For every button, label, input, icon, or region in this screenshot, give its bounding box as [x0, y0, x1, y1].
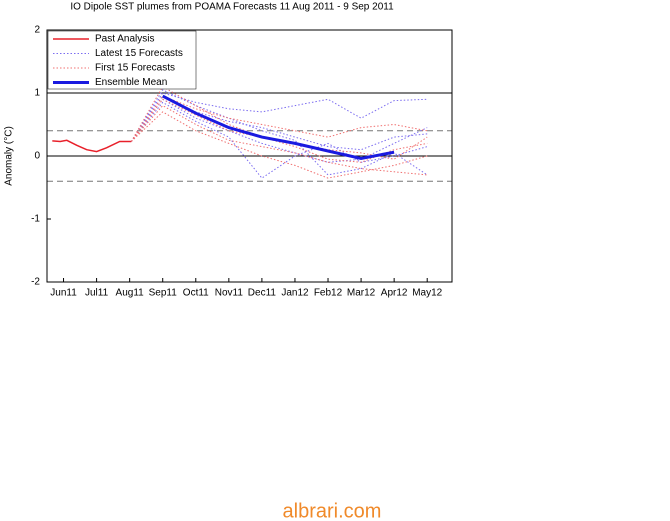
- legend-label: Past Analysis: [95, 34, 154, 45]
- y-tick-label: -1: [31, 214, 40, 225]
- x-tick-label: Feb12: [314, 288, 343, 299]
- legend-label: Ensemble Mean: [95, 77, 167, 88]
- legend-label: First 15 Forecasts: [95, 63, 175, 74]
- series-line: [52, 139, 132, 153]
- x-tick-label: Sep11: [149, 288, 178, 299]
- plume-line: [130, 101, 428, 179]
- plume-line: [130, 95, 428, 142]
- plume-line: [130, 89, 428, 176]
- x-tick-label: Mar12: [347, 288, 376, 299]
- x-tick-label: Dec11: [248, 288, 277, 299]
- y-tick-label: -2: [31, 277, 40, 288]
- y-tick-label: 1: [34, 88, 40, 99]
- plume-line: [130, 98, 428, 163]
- x-tick-label: Jul11: [85, 288, 109, 299]
- y-tick-label: 2: [34, 25, 40, 36]
- plume-line: [130, 98, 428, 160]
- x-tick-label: Oct11: [183, 288, 209, 299]
- y-tick-label: 0: [34, 151, 40, 162]
- legend-label: Latest 15 Forecasts: [95, 48, 183, 59]
- x-tick-label: Jun11: [50, 288, 77, 299]
- x-tick-label: Aug11: [116, 288, 145, 299]
- watermark: albrari.com: [283, 500, 382, 521]
- plume-line: [130, 86, 428, 163]
- series-line: [162, 94, 395, 161]
- chart-title: IO Dipole SST plumes from POAMA Forecast…: [70, 2, 394, 13]
- x-tick-label: May12: [412, 288, 442, 299]
- x-tick-label: Nov11: [215, 288, 244, 299]
- plume-line: [130, 111, 428, 179]
- x-tick-label: Apr12: [381, 288, 408, 299]
- plume-line: [130, 92, 428, 142]
- x-tick-label: Jan12: [281, 288, 309, 299]
- y-axis-label: Anomaly (°C): [4, 126, 15, 186]
- plume-line: [130, 104, 428, 176]
- plot-frame: [46, 29, 453, 283]
- legend-box: [47, 30, 197, 90]
